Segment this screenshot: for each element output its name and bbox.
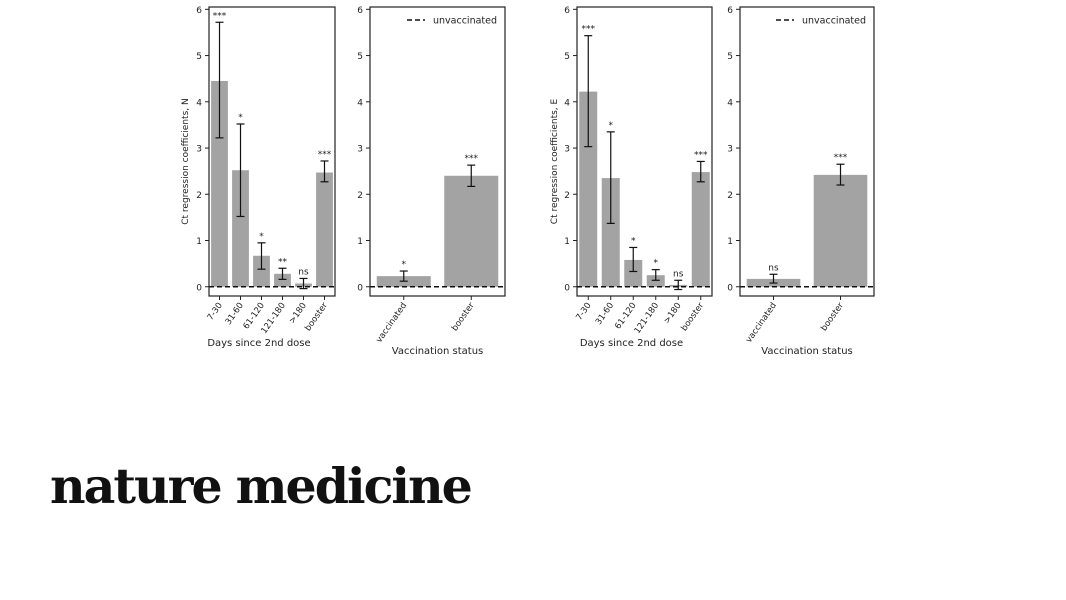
chart-panel-4: 0 1 2 3 4 5 6 ns vaccinated *** booster unvaccinate… xyxy=(727,6,875,357)
bar-31-60 xyxy=(232,170,249,287)
bar-121-180 xyxy=(646,275,665,287)
x-tick-label: booster xyxy=(819,301,846,334)
bar-booster xyxy=(316,172,333,287)
y-axis-label: Ct regression coefficients, N xyxy=(181,98,191,224)
bar-7-30 xyxy=(211,80,228,287)
y-tick-label: 2 xyxy=(727,191,733,201)
significance-label: ns xyxy=(768,263,779,273)
x-axis-label: Days since 2nd dose xyxy=(207,338,310,349)
bar-booster xyxy=(444,175,499,287)
y-tick-label: 2 xyxy=(564,191,570,201)
significance-label: ** xyxy=(278,257,288,267)
journal-logo: nature medicine xyxy=(50,457,473,515)
plot-frame xyxy=(576,6,713,297)
y-tick-label: 1 xyxy=(357,237,363,247)
y-tick-label: 0 xyxy=(564,283,570,293)
y-tick-label: 4 xyxy=(727,98,733,108)
x-axis-label: Vaccination status xyxy=(392,346,484,357)
y-tick-label: 1 xyxy=(196,237,202,247)
y-tick-label: 0 xyxy=(357,283,363,293)
plot-frame xyxy=(208,6,336,297)
significance-label: * xyxy=(609,121,614,131)
significance-label: * xyxy=(631,236,636,246)
y-tick-label: 6 xyxy=(196,6,202,16)
x-tick-label: booster xyxy=(450,301,477,334)
plot-frame xyxy=(739,6,875,297)
significance-label: *** xyxy=(834,153,848,163)
y-tick-label: 4 xyxy=(357,98,363,108)
y-tick-label: 4 xyxy=(196,98,202,108)
x-axis-label: Vaccination status xyxy=(761,346,853,357)
y-tick-label: 6 xyxy=(357,6,363,16)
bar-61-120 xyxy=(253,255,270,287)
significance-label: ns xyxy=(673,269,684,279)
x-tick-label: vaccinated xyxy=(744,301,779,345)
significance-label: *** xyxy=(318,150,332,160)
x-tick-label: booster xyxy=(303,301,330,334)
y-tick-label: 0 xyxy=(727,283,733,293)
y-tick-label: 5 xyxy=(727,52,733,62)
y-tick-label: 1 xyxy=(564,237,570,247)
significance-label: * xyxy=(238,113,243,123)
y-tick-label: 5 xyxy=(564,52,570,62)
bar-31-60 xyxy=(601,178,620,287)
y-tick-label: 0 xyxy=(196,283,202,293)
significance-label: ns xyxy=(298,267,309,277)
y-tick-label: 3 xyxy=(727,145,733,155)
chart-panel-3: 0123456***7-30*31-60*61-120*121-180ns>18… xyxy=(550,6,713,349)
y-tick-label: 5 xyxy=(196,52,202,62)
bar-121-180 xyxy=(274,273,291,287)
x-tick-label: 31-60 xyxy=(594,301,616,327)
significance-label: *** xyxy=(582,25,596,35)
legend-label: unvaccinated xyxy=(802,16,866,27)
x-tick-label: 7-30 xyxy=(574,301,593,323)
x-tick-label: 7-30 xyxy=(206,301,225,323)
y-tick-label: 2 xyxy=(196,191,202,201)
significance-label: * xyxy=(654,259,659,269)
x-tick-label: vaccinated xyxy=(374,301,409,345)
x-tick-label: >180 xyxy=(662,301,684,326)
significance-label: *** xyxy=(694,150,708,160)
y-tick-label: 5 xyxy=(357,52,363,62)
bar-61-120 xyxy=(624,259,643,287)
chart-panel-2: 0 1 2 3 4 5 6 * vaccinated *** booster unvaccinated… xyxy=(357,6,506,357)
x-axis-label: Days since 2nd dose xyxy=(580,338,683,349)
significance-label: * xyxy=(259,232,264,242)
significance-label: *** xyxy=(213,11,227,21)
significance-label: *** xyxy=(465,154,479,164)
legend-label: unvaccinated xyxy=(433,16,497,27)
y-tick-label: 6 xyxy=(564,6,570,16)
bar-booster xyxy=(813,174,868,287)
y-axis-label: Ct regression coefficients, E xyxy=(550,98,560,224)
y-tick-label: 3 xyxy=(564,145,570,155)
x-tick-label: >180 xyxy=(287,301,309,326)
y-tick-label: 6 xyxy=(727,6,733,16)
bar-7-30 xyxy=(579,91,598,287)
significance-label: * xyxy=(402,260,407,270)
y-tick-label: 4 xyxy=(564,98,570,108)
bar-booster xyxy=(691,172,710,287)
chart-panel-1: 0123456***7-30*31-60*61-120**121-180ns>1… xyxy=(181,6,336,349)
y-tick-label: 2 xyxy=(357,191,363,201)
x-tick-label: booster xyxy=(679,301,706,334)
y-tick-label: 3 xyxy=(196,145,202,155)
y-tick-label: 1 xyxy=(727,237,733,247)
plot-frame xyxy=(369,6,506,297)
y-tick-label: 3 xyxy=(357,145,363,155)
